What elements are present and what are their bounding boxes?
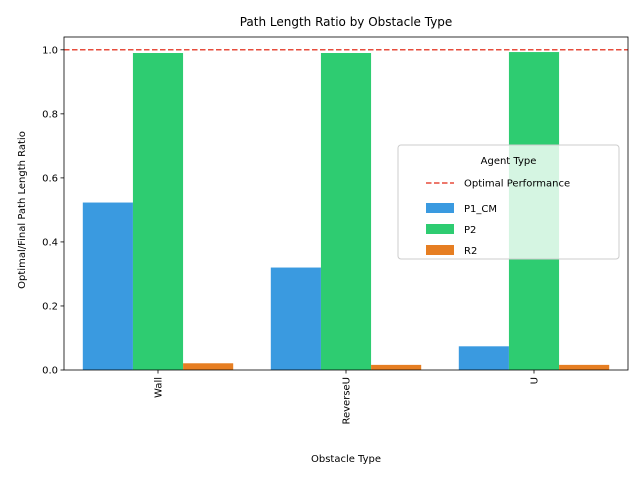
legend-p2-swatch — [426, 224, 454, 234]
plot-area — [63, 36, 629, 371]
legend-p1_cm-swatch — [426, 203, 454, 213]
y-tick-label: 0.6 — [42, 173, 58, 184]
x-axis-label: Obstacle Type — [311, 454, 381, 465]
x-tick-label: Wall — [154, 377, 165, 398]
chart-title: Path Length Ratio by Obstacle Type — [240, 15, 453, 29]
legend-title: Agent Type — [481, 156, 537, 167]
bar-p1_cm-wall — [82, 202, 133, 370]
legend-p1_cm-label: P1_CM — [464, 204, 497, 215]
y-tick-label: 0.2 — [42, 301, 58, 312]
y-tick-label: 0.8 — [42, 109, 58, 120]
bar-p1_cm-reverseu — [270, 267, 321, 370]
y-axis: 0.0 0.2 0.4 0.6 0.8 1.0 — [42, 45, 64, 377]
bar-p2-reverseu — [320, 53, 372, 371]
bar-r2-reverseu — [371, 364, 422, 370]
bar-p1_cm-u — [458, 346, 509, 370]
bar-r2-wall — [183, 363, 234, 370]
bar-p2-wall — [132, 53, 184, 371]
legend-optimal-performance-label: Optimal Performance — [464, 179, 570, 190]
legend-p2-label: P2 — [464, 225, 476, 236]
x-axis: Wall ReverseU U — [154, 370, 541, 425]
legend: Agent Type Optimal Performance P1_CM P2 R2 — [397, 144, 620, 260]
legend-r2-swatch — [426, 245, 454, 255]
x-tick-label: U — [530, 377, 541, 384]
y-tick-label: 0.0 — [42, 366, 58, 377]
legend-r2-label: R2 — [464, 246, 477, 257]
x-tick-label: ReverseU — [342, 377, 353, 425]
y-tick-label: 0.4 — [42, 237, 58, 248]
y-tick-label: 1.0 — [42, 45, 58, 56]
bar-r2-u — [559, 364, 610, 370]
y-axis-label: Optimal/Final Path Length Ratio — [17, 131, 28, 289]
